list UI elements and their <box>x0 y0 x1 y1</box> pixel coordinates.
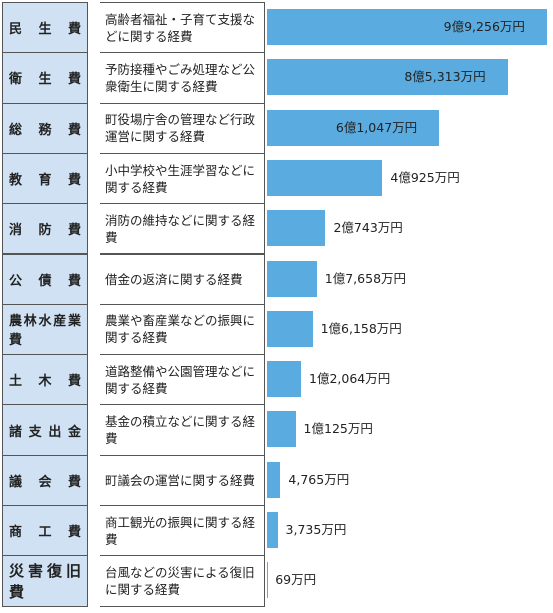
bar <box>267 361 302 398</box>
bar <box>267 159 383 196</box>
value-label: 4億925万円 <box>390 169 460 185</box>
bar <box>267 109 440 146</box>
bar <box>267 310 313 347</box>
category-cell: 民生費 <box>2 2 88 54</box>
category-label: 教育費 <box>9 173 81 189</box>
category-label: 衛生費 <box>9 72 81 88</box>
category-label: 商工費 <box>9 525 81 541</box>
category-label: 農林水産業費 <box>9 314 81 349</box>
bar <box>267 411 296 448</box>
value-label: 1億6,158万円 <box>320 320 402 336</box>
category-label: 諸支出金 <box>9 424 81 440</box>
value-label: 6億1,047万円 <box>335 119 418 135</box>
category-label: 総務費 <box>9 122 81 138</box>
description-cell: 町議会の運営に関する経費 <box>100 454 265 506</box>
category-cell: 消防費 <box>2 203 88 255</box>
category-cell: 土木費 <box>2 354 88 406</box>
bar <box>267 59 508 96</box>
bar <box>267 461 281 498</box>
description-cell: 道路整備や公園管理などに関する経費 <box>100 354 265 406</box>
description-cell: 商工観光の振興に関する経費 <box>100 505 265 557</box>
category-label: 災害復旧費 <box>9 561 81 601</box>
category-cell: 諸支出金 <box>2 404 88 456</box>
description-cell: 予防接種やごみ処理など公衆衛生に関する経費 <box>100 52 265 104</box>
description-cell: 町役場庁舎の管理など行政運営に関する経費 <box>100 102 265 154</box>
bar <box>267 210 326 247</box>
category-cell: 農林水産業費 <box>2 303 88 356</box>
value-label: 4,765万円 <box>288 471 350 487</box>
category-cell: 商工費 <box>2 505 88 557</box>
value-label: 1億2,064万円 <box>309 371 391 387</box>
value-label: 1億7,658万円 <box>324 270 407 286</box>
value-label: 2億743万円 <box>333 220 403 236</box>
bar <box>267 512 278 548</box>
category-cell: 議会費 <box>2 454 88 506</box>
bar <box>267 9 547 45</box>
category-cell: 衛生費 <box>2 52 88 104</box>
category-label: 民生費 <box>9 22 81 38</box>
description-cell: 借金の返済に関する経費 <box>100 253 265 305</box>
description-cell: 台風などの災害による復旧に関する経費 <box>100 555 265 607</box>
category-cell: 教育費 <box>2 152 88 205</box>
description-cell: 消防の維持などに関する経費 <box>100 203 265 255</box>
category-label: 議会費 <box>9 474 81 490</box>
value-label: 69万円 <box>275 572 317 588</box>
description-cell: 高齢者福祉・子育て支援などに関する経費 <box>100 2 265 54</box>
description-cell: 農業や畜産業などの振興に関する経費 <box>100 303 265 356</box>
value-label: 8億5,313万円 <box>404 69 486 85</box>
category-cell: 総務費 <box>2 102 88 154</box>
value-label: 1億125万円 <box>303 421 373 437</box>
category-label: 消防費 <box>9 223 81 239</box>
category-label: 公債費 <box>9 273 81 289</box>
category-cell: 公債費 <box>2 253 88 305</box>
description-cell: 小中学校や生涯学習などに関する経費 <box>100 152 265 205</box>
description-cell: 基金の積立などに関する経費 <box>100 404 265 456</box>
bar <box>267 260 317 297</box>
value-label: 3,735万円 <box>285 522 347 537</box>
category-cell: 災害復旧費 <box>2 555 88 607</box>
value-label: 9億9,256万円 <box>443 19 525 34</box>
category-label: 土木費 <box>9 374 81 390</box>
